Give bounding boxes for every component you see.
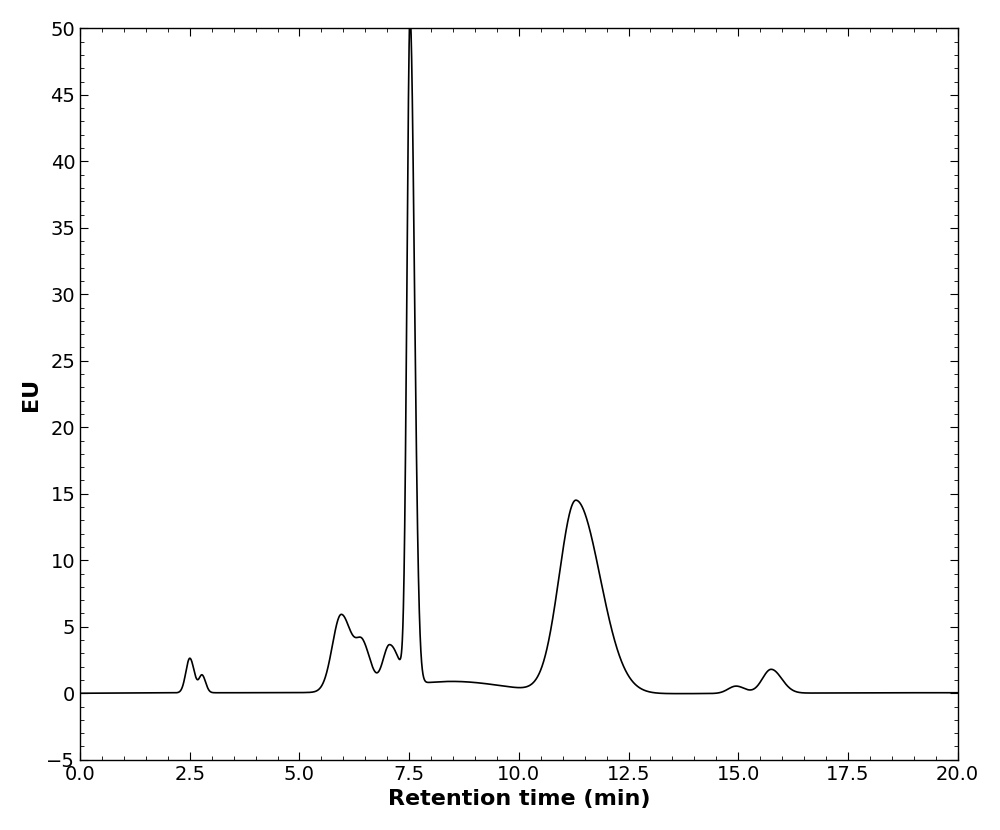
Y-axis label: EU: EU	[21, 378, 41, 411]
X-axis label: Retention time (min): Retention time (min)	[388, 789, 650, 809]
